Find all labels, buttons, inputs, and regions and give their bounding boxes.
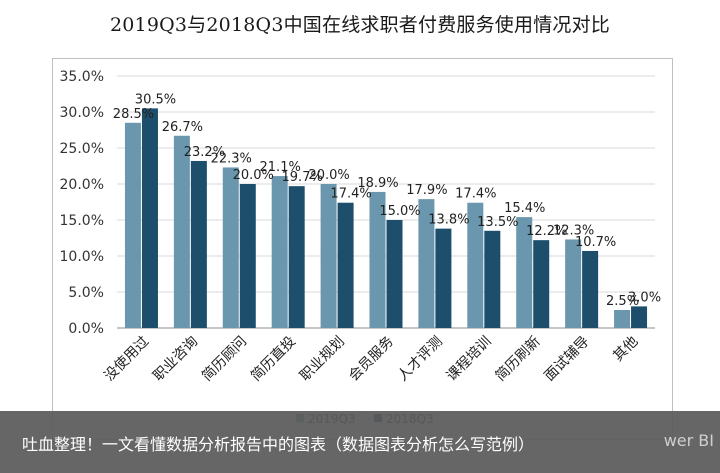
bar-2019q3[interactable] [516,217,533,328]
x-tick-label: 简历刷新 [492,333,544,385]
bar-2019q3[interactable] [467,202,484,328]
data-label: 28.5% [113,107,154,122]
bar-2018q3[interactable] [337,202,354,328]
x-tick-label: 简历直投 [247,333,299,385]
watermark: wer BI [663,431,714,450]
data-label: 30.5% [135,92,176,107]
data-label: 26.7% [162,120,203,135]
caption-bar: 吐血整理！一文看懂数据分析报告中的图表（数据图表分析怎么写范例） wer BI [0,411,720,473]
bar-2019q3[interactable] [369,191,386,328]
data-label: 20.0% [308,168,349,183]
x-tick-label: 没使用过 [101,333,153,385]
y-tick-label: 35.0% [60,69,104,85]
data-label: 21.1% [260,160,301,175]
x-tick-label: 人才评测 [395,334,446,385]
bar-2019q3[interactable] [320,184,337,328]
y-axis-ticks: 0.0% 5.0% 10.0% 15.0% 20.0% 25.0% 30.0% 35.0% [60,69,104,337]
data-labels: 28.5%30.5%26.7%23.2%22.3%20.0%21.1%19.7%… [113,92,661,309]
bar-2018q3[interactable] [631,306,648,328]
bar-2018q3[interactable] [141,108,158,329]
bar-2019q3[interactable] [124,122,141,328]
data-label: 17.4% [330,187,371,202]
bar-2018q3[interactable] [582,250,599,328]
y-tick-label: 25.0% [60,141,104,157]
data-label: 23.2% [184,145,225,160]
data-label: 12.3% [553,223,594,238]
bar-2019q3[interactable] [418,199,435,328]
caption-text[interactable]: 吐血整理！一文看懂数据分析报告中的图表（数据图表分析怎么写范例） [22,435,535,454]
bar-2019q3[interactable] [271,176,288,328]
x-tick-label: 职业规划 [297,334,348,385]
data-label: 12.2% [526,224,567,239]
y-tick-label: 20.0% [60,177,104,193]
bar-2018q3[interactable] [288,186,305,328]
x-tick-label: 简历顾问 [198,333,250,385]
bar-2019q3[interactable] [222,167,239,328]
data-label: 17.9% [406,183,447,198]
data-label: 20.0% [233,168,274,183]
x-tick-label: 面试辅导 [542,334,593,385]
data-label: 13.8% [428,213,469,228]
bar-2019q3[interactable] [614,310,631,328]
data-label: 19.7% [282,170,323,185]
bar-2019q3[interactable] [173,135,190,328]
y-tick-label: 30.0% [60,105,104,121]
bar-2018q3[interactable] [386,220,403,328]
data-label: 2.5% [606,294,639,309]
x-axis-ticks: 没使用过职业咨询简历顾问简历直投职业规划会员服务人才评测课程培训简历刷新面试辅导… [101,333,642,385]
bar-2018q3[interactable] [484,230,501,328]
bar-2018q3[interactable] [239,184,256,328]
y-tick-label: 15.0% [60,213,104,229]
x-tick-label: 课程培训 [444,334,495,385]
data-label: 13.5% [477,215,518,230]
x-tick-label: 其他 [610,334,641,365]
bar-2018q3[interactable] [435,228,452,328]
chart-title: 2019Q3与2018Q3中国在线求职者付费服务使用情况对比 [109,14,611,36]
data-label: 15.0% [379,204,420,219]
bar-2018q3[interactable] [533,240,550,328]
data-label: 3.0% [628,290,661,305]
y-tick-label: 5.0% [68,285,104,301]
data-label: 17.4% [455,187,496,202]
bar-2018q3[interactable] [190,160,207,328]
data-label: 22.3% [211,151,252,166]
bar-2019q3[interactable] [565,239,582,328]
x-tick-label: 职业咨询 [150,334,201,385]
data-label: 15.4% [504,201,545,216]
bars [124,108,648,329]
y-tick-label: 10.0% [60,249,104,265]
data-label: 18.9% [357,176,398,191]
y-tick-label: 0.0% [68,321,104,337]
x-tick-label: 会员服务 [346,334,397,385]
data-label: 10.7% [575,235,616,250]
